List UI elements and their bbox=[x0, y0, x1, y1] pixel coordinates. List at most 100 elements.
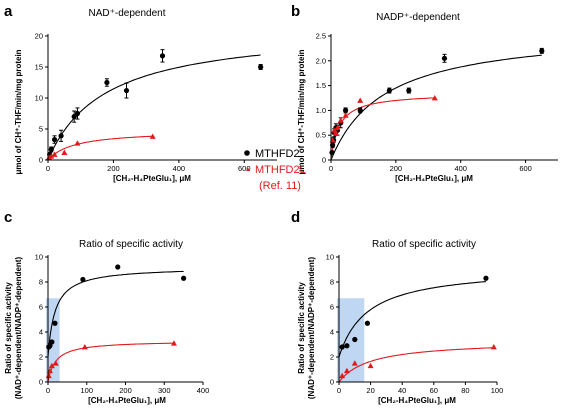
panel-letter-b: b bbox=[291, 3, 300, 20]
title-a: NAD⁺-dependent bbox=[89, 8, 166, 19]
point-mthfd2l-b bbox=[342, 112, 349, 118]
point-mthfd2l-c bbox=[48, 362, 55, 369]
point-mthfd2-a bbox=[258, 64, 264, 70]
point-mthfd2-a bbox=[104, 79, 110, 86]
fit-curve-mthfd2-b bbox=[330, 54, 542, 161]
y-tick-label-d: 2 bbox=[330, 353, 334, 362]
fit-curve-mthfd2l-b bbox=[330, 97, 435, 160]
y-tick-label-d: 6 bbox=[330, 303, 334, 312]
point-mthfd2-a bbox=[58, 133, 64, 139]
y-tick-label-c: 4 bbox=[39, 328, 43, 337]
fit-curve-mthfd2l-a bbox=[47, 135, 153, 161]
y-tick-label-d: 0 bbox=[330, 378, 334, 387]
y-tick-label-d: 8 bbox=[330, 278, 334, 287]
point-mthfd2-b bbox=[386, 87, 392, 94]
x-tick-label-c: 200 bbox=[119, 386, 132, 395]
point-mthfd2l-d bbox=[351, 360, 358, 366]
point-mthfd2-b bbox=[357, 107, 363, 113]
point-mthfd2l-c bbox=[81, 344, 88, 350]
x-tick-label-b: 600 bbox=[519, 164, 532, 173]
legend-label-mthfd2l: MTHFD2L bbox=[255, 164, 306, 176]
point-mthfd2l-d bbox=[339, 372, 346, 379]
y-tick-label-c: 2 bbox=[39, 353, 43, 362]
y-tick-label-b: 2.5 bbox=[316, 32, 326, 41]
point-mthfd2l-b bbox=[337, 117, 344, 123]
x-tick-label-d: 0 bbox=[337, 386, 341, 395]
fit-curve-mthfd2-c bbox=[47, 270, 184, 357]
y-tick-label-b: 0.5 bbox=[316, 131, 326, 140]
ylabel-d-line1: Ratio of specific activity bbox=[297, 282, 306, 374]
point-mthfd2-d bbox=[344, 343, 350, 349]
point-mthfd2l-b bbox=[357, 97, 364, 103]
point-mthfd2l-d bbox=[367, 362, 374, 369]
point-mthfd2l-c bbox=[52, 360, 59, 366]
point-mthfd2-c bbox=[115, 264, 121, 270]
x-tick-label-b: 200 bbox=[390, 164, 403, 173]
point-mthfd2-c bbox=[49, 339, 55, 345]
point-mthfd2l-a bbox=[48, 153, 55, 159]
title-b: NADP⁺-dependent bbox=[376, 12, 460, 23]
point-mthfd2l-d bbox=[343, 367, 350, 374]
point-mthfd2-d bbox=[364, 320, 371, 326]
panel-letter-d: d bbox=[291, 209, 300, 226]
point-mthfd2-d bbox=[352, 336, 358, 343]
point-mthfd2l-a bbox=[74, 140, 81, 146]
y-tick-label-a: 20 bbox=[35, 32, 43, 41]
x-tick-label-a: 0 bbox=[46, 164, 50, 173]
y-tick-label-a: 15 bbox=[35, 63, 43, 72]
point-mthfd2-a bbox=[51, 136, 58, 143]
title-d: Ratio of specific activity bbox=[372, 239, 476, 250]
point-mthfd2l-a bbox=[51, 151, 58, 157]
x-tick-label-c: 400 bbox=[197, 386, 210, 395]
point-mthfd2-a bbox=[159, 53, 166, 59]
xlabel-d: [CH₂-H₄PteGlu₁], μM bbox=[378, 396, 456, 405]
y-tick-label-b: 0 bbox=[322, 156, 326, 165]
y-tick-label-b: 1.5 bbox=[316, 81, 326, 90]
point-mthfd2l-d bbox=[490, 344, 497, 350]
legend-marker-mthfd2 bbox=[244, 150, 250, 156]
y-tick-label-d: 10 bbox=[326, 253, 334, 262]
point-mthfd2-a bbox=[123, 87, 130, 94]
y-tick-label-d: 4 bbox=[330, 328, 334, 337]
x-tick-label-d: 60 bbox=[430, 386, 438, 395]
legend: MTHFD2 MTHFD2L (Ref. 11) bbox=[244, 148, 306, 192]
point-mthfd2-c bbox=[52, 320, 58, 326]
y-tick-label-c: 8 bbox=[39, 278, 43, 287]
fit-curve-mthfd2-a bbox=[47, 54, 261, 161]
legend-marker-mthfd2l bbox=[246, 167, 250, 171]
point-mthfd2l-a bbox=[61, 149, 68, 155]
x-tick-label-a: 200 bbox=[107, 164, 120, 173]
y-tick-label-a: 5 bbox=[39, 125, 43, 134]
highlight-region-d bbox=[337, 298, 365, 382]
point-mthfd2l-b bbox=[334, 124, 341, 131]
point-mthfd2l-c bbox=[45, 372, 52, 379]
point-mthfd2-b bbox=[539, 48, 545, 54]
y-tick-label-c: 0 bbox=[39, 378, 43, 387]
point-mthfd2-a bbox=[74, 110, 81, 117]
x-tick-label-a: 600 bbox=[238, 164, 251, 173]
y-tick-label-b: 1.0 bbox=[316, 106, 326, 115]
point-mthfd2-b bbox=[342, 107, 349, 113]
x-tick-label-d: 40 bbox=[398, 386, 406, 395]
xlabel-a: [CH₂-H₄PteGlu₁], μM bbox=[113, 174, 191, 183]
x-tick-label-c: 100 bbox=[80, 386, 93, 395]
y-tick-label-b: 2.0 bbox=[316, 56, 326, 65]
point-mthfd2l-c bbox=[170, 340, 177, 346]
point-mthfd2-c bbox=[80, 276, 86, 283]
x-tick-label-b: 400 bbox=[454, 164, 467, 173]
panel-letter-c: c bbox=[4, 209, 12, 226]
y-tick-label-a: 10 bbox=[35, 94, 43, 103]
point-mthfd2-a bbox=[71, 114, 77, 120]
y-tick-label-c: 6 bbox=[39, 303, 43, 312]
ylabel-c-line1: Ratio of specific activity bbox=[4, 282, 13, 374]
xlabel-c: [CH₂-H₄PteGlu₁], μM bbox=[88, 396, 166, 405]
point-mthfd2l-b bbox=[332, 129, 339, 136]
x-tick-label-d: 20 bbox=[366, 386, 374, 395]
point-mthfd2l-a bbox=[149, 133, 156, 139]
legend-label-mthfd2l-ref: (Ref. 11) bbox=[259, 180, 301, 192]
point-mthfd2-a bbox=[48, 146, 54, 153]
ylabel-b: μmol of CH⁺-THF/min/mg protein bbox=[297, 49, 306, 174]
x-tick-label-c: 300 bbox=[158, 386, 171, 395]
point-mthfd2-d bbox=[483, 275, 489, 281]
